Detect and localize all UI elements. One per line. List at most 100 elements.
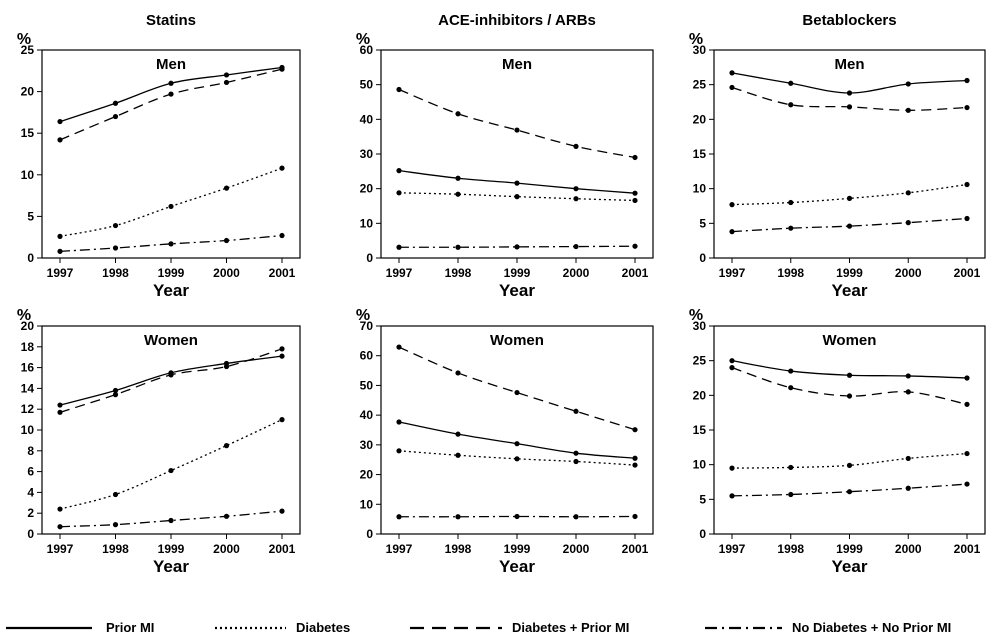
legend-label: Diabetes — [296, 620, 350, 635]
data-point-no-diabetes-no-prior-mi — [279, 232, 285, 239]
data-point-no-diabetes-no-prior-mi — [455, 244, 461, 250]
y-tick-label: 30 — [360, 438, 374, 452]
chart-panel-ace-inhibitors-arbs-men: ACE-inhibitors / ARBs Men% 0 10 20 30 40 50 60 19… — [356, 12, 654, 300]
x-tick-label: 1997 — [719, 542, 746, 556]
x-tick-label: 1998 — [777, 542, 804, 556]
data-point-diabetes — [905, 190, 911, 196]
data-point-prior-mi — [57, 118, 63, 125]
data-point-no-diabetes-no-prior-mi — [729, 493, 735, 499]
x-tick-label: 1997 — [386, 266, 413, 280]
x-tick-label: 2000 — [213, 542, 240, 556]
chart-panel-panel-women: Women% 0 5 10 15 20 25 30 1997 1998 1999 2000 2001 Ye… — [689, 307, 986, 576]
x-tick-label: 1999 — [836, 266, 863, 280]
series-line-diabetes-prior-mi — [59, 348, 283, 413]
y-tick-label: 40 — [360, 408, 374, 422]
data-point-diabetes — [57, 233, 63, 239]
data-point-diabetes-prior-mi — [57, 137, 63, 143]
data-point-prior-mi — [455, 431, 461, 437]
series-line-no-diabetes-no-prior-mi — [731, 217, 968, 233]
data-point-no-diabetes-no-prior-mi — [396, 514, 402, 520]
x-tick-label: 1999 — [158, 542, 185, 556]
y-axis-label: % — [689, 307, 703, 324]
data-point-diabetes — [788, 199, 794, 206]
series-line-no-diabetes-no-prior-mi — [59, 510, 283, 528]
data-point-diabetes — [514, 194, 520, 200]
y-tick-label: 20 — [360, 468, 374, 482]
y-tick-label: 60 — [360, 349, 374, 363]
series-line-diabetes — [731, 183, 968, 206]
legend-item-no-diabetes-no-prior-mi: No Diabetes + No Prior MI — [705, 620, 951, 635]
data-point-diabetes-prior-mi — [905, 389, 911, 395]
y-tick-label: 18 — [21, 340, 35, 354]
data-point-diabetes-prior-mi — [632, 427, 638, 433]
data-point-diabetes-prior-mi — [112, 392, 119, 398]
data-point-no-diabetes-no-prior-mi — [632, 513, 638, 520]
data-point-no-diabetes-no-prior-mi — [573, 514, 579, 520]
data-point-diabetes-prior-mi — [57, 409, 63, 415]
data-point-diabetes-prior-mi — [846, 393, 853, 399]
data-point-no-diabetes-no-prior-mi — [964, 481, 970, 487]
data-point-prior-mi — [846, 372, 853, 378]
x-tick-label: 1999 — [158, 266, 185, 280]
y-tick-label: 0 — [699, 251, 706, 265]
y-tick-label: 0 — [699, 527, 706, 541]
x-tick-label: 2000 — [213, 266, 240, 280]
series-line-diabetes — [731, 452, 968, 469]
x-axis-label: Year — [153, 557, 189, 576]
data-point-diabetes-prior-mi — [396, 86, 402, 93]
data-point-diabetes — [964, 450, 970, 457]
chart-panel-statins-men: Statins Men% 0 5 10 15 20 25 1997 1998 1999 2000 200… — [17, 12, 301, 300]
data-point-no-diabetes-no-prior-mi — [223, 237, 230, 244]
data-point-diabetes-prior-mi — [223, 363, 230, 370]
data-point-diabetes — [112, 491, 119, 498]
y-axis-label: % — [356, 31, 370, 48]
x-tick-label: 1998 — [777, 266, 804, 280]
x-tick-label: 1997 — [47, 266, 74, 280]
data-point-diabetes — [396, 448, 402, 454]
chart-subtitle: Women — [823, 332, 877, 349]
series-line-diabetes — [398, 450, 636, 466]
y-tick-label: 50 — [360, 378, 374, 392]
data-point-no-diabetes-no-prior-mi — [168, 517, 174, 524]
x-axis-label: Year — [499, 281, 535, 300]
data-point-no-diabetes-no-prior-mi — [279, 508, 285, 514]
data-point-prior-mi — [632, 190, 638, 196]
data-point-no-diabetes-no-prior-mi — [455, 514, 461, 520]
chart-panel-panel-women: Women% 0 10 20 30 40 50 60 70 1997 1998 1999 2000 200… — [356, 307, 654, 576]
data-point-diabetes — [846, 195, 853, 201]
data-point-no-diabetes-no-prior-mi — [632, 243, 638, 249]
x-tick-label: 1997 — [47, 542, 74, 556]
y-tick-label: 2 — [27, 506, 34, 520]
data-point-diabetes — [905, 455, 911, 462]
x-tick-label: 1998 — [445, 542, 472, 556]
data-point-no-diabetes-no-prior-mi — [729, 229, 735, 235]
data-point-diabetes-prior-mi — [455, 370, 461, 376]
data-point-diabetes-prior-mi — [112, 113, 119, 120]
series-line-diabetes — [59, 167, 283, 238]
chart-subtitle: Men — [502, 56, 532, 73]
data-point-diabetes — [455, 191, 461, 197]
data-point-diabetes — [729, 202, 735, 208]
x-tick-label: 2000 — [895, 266, 922, 280]
data-point-prior-mi — [573, 450, 579, 456]
data-point-diabetes-prior-mi — [279, 346, 285, 352]
data-point-diabetes-prior-mi — [279, 66, 285, 72]
x-tick-label: 2001 — [622, 266, 649, 280]
data-point-prior-mi — [573, 186, 579, 192]
series-line-diabetes-prior-mi — [398, 346, 636, 431]
data-point-no-diabetes-no-prior-mi — [112, 245, 119, 251]
data-point-prior-mi — [905, 373, 911, 379]
x-tick-label: 1998 — [102, 266, 129, 280]
y-tick-label: 14 — [21, 381, 35, 395]
data-point-no-diabetes-no-prior-mi — [514, 513, 520, 520]
data-point-diabetes-prior-mi — [788, 102, 794, 108]
data-point-no-diabetes-no-prior-mi — [396, 244, 402, 250]
data-point-no-diabetes-no-prior-mi — [788, 225, 794, 231]
data-point-diabetes — [223, 185, 230, 191]
y-tick-label: 20 — [21, 319, 35, 333]
data-point-diabetes-prior-mi — [729, 84, 735, 91]
x-tick-label: 2000 — [563, 542, 590, 556]
series-line-no-diabetes-no-prior-mi — [731, 483, 968, 497]
series-line-prior-mi — [731, 72, 968, 94]
y-tick-label: 25 — [693, 78, 707, 92]
